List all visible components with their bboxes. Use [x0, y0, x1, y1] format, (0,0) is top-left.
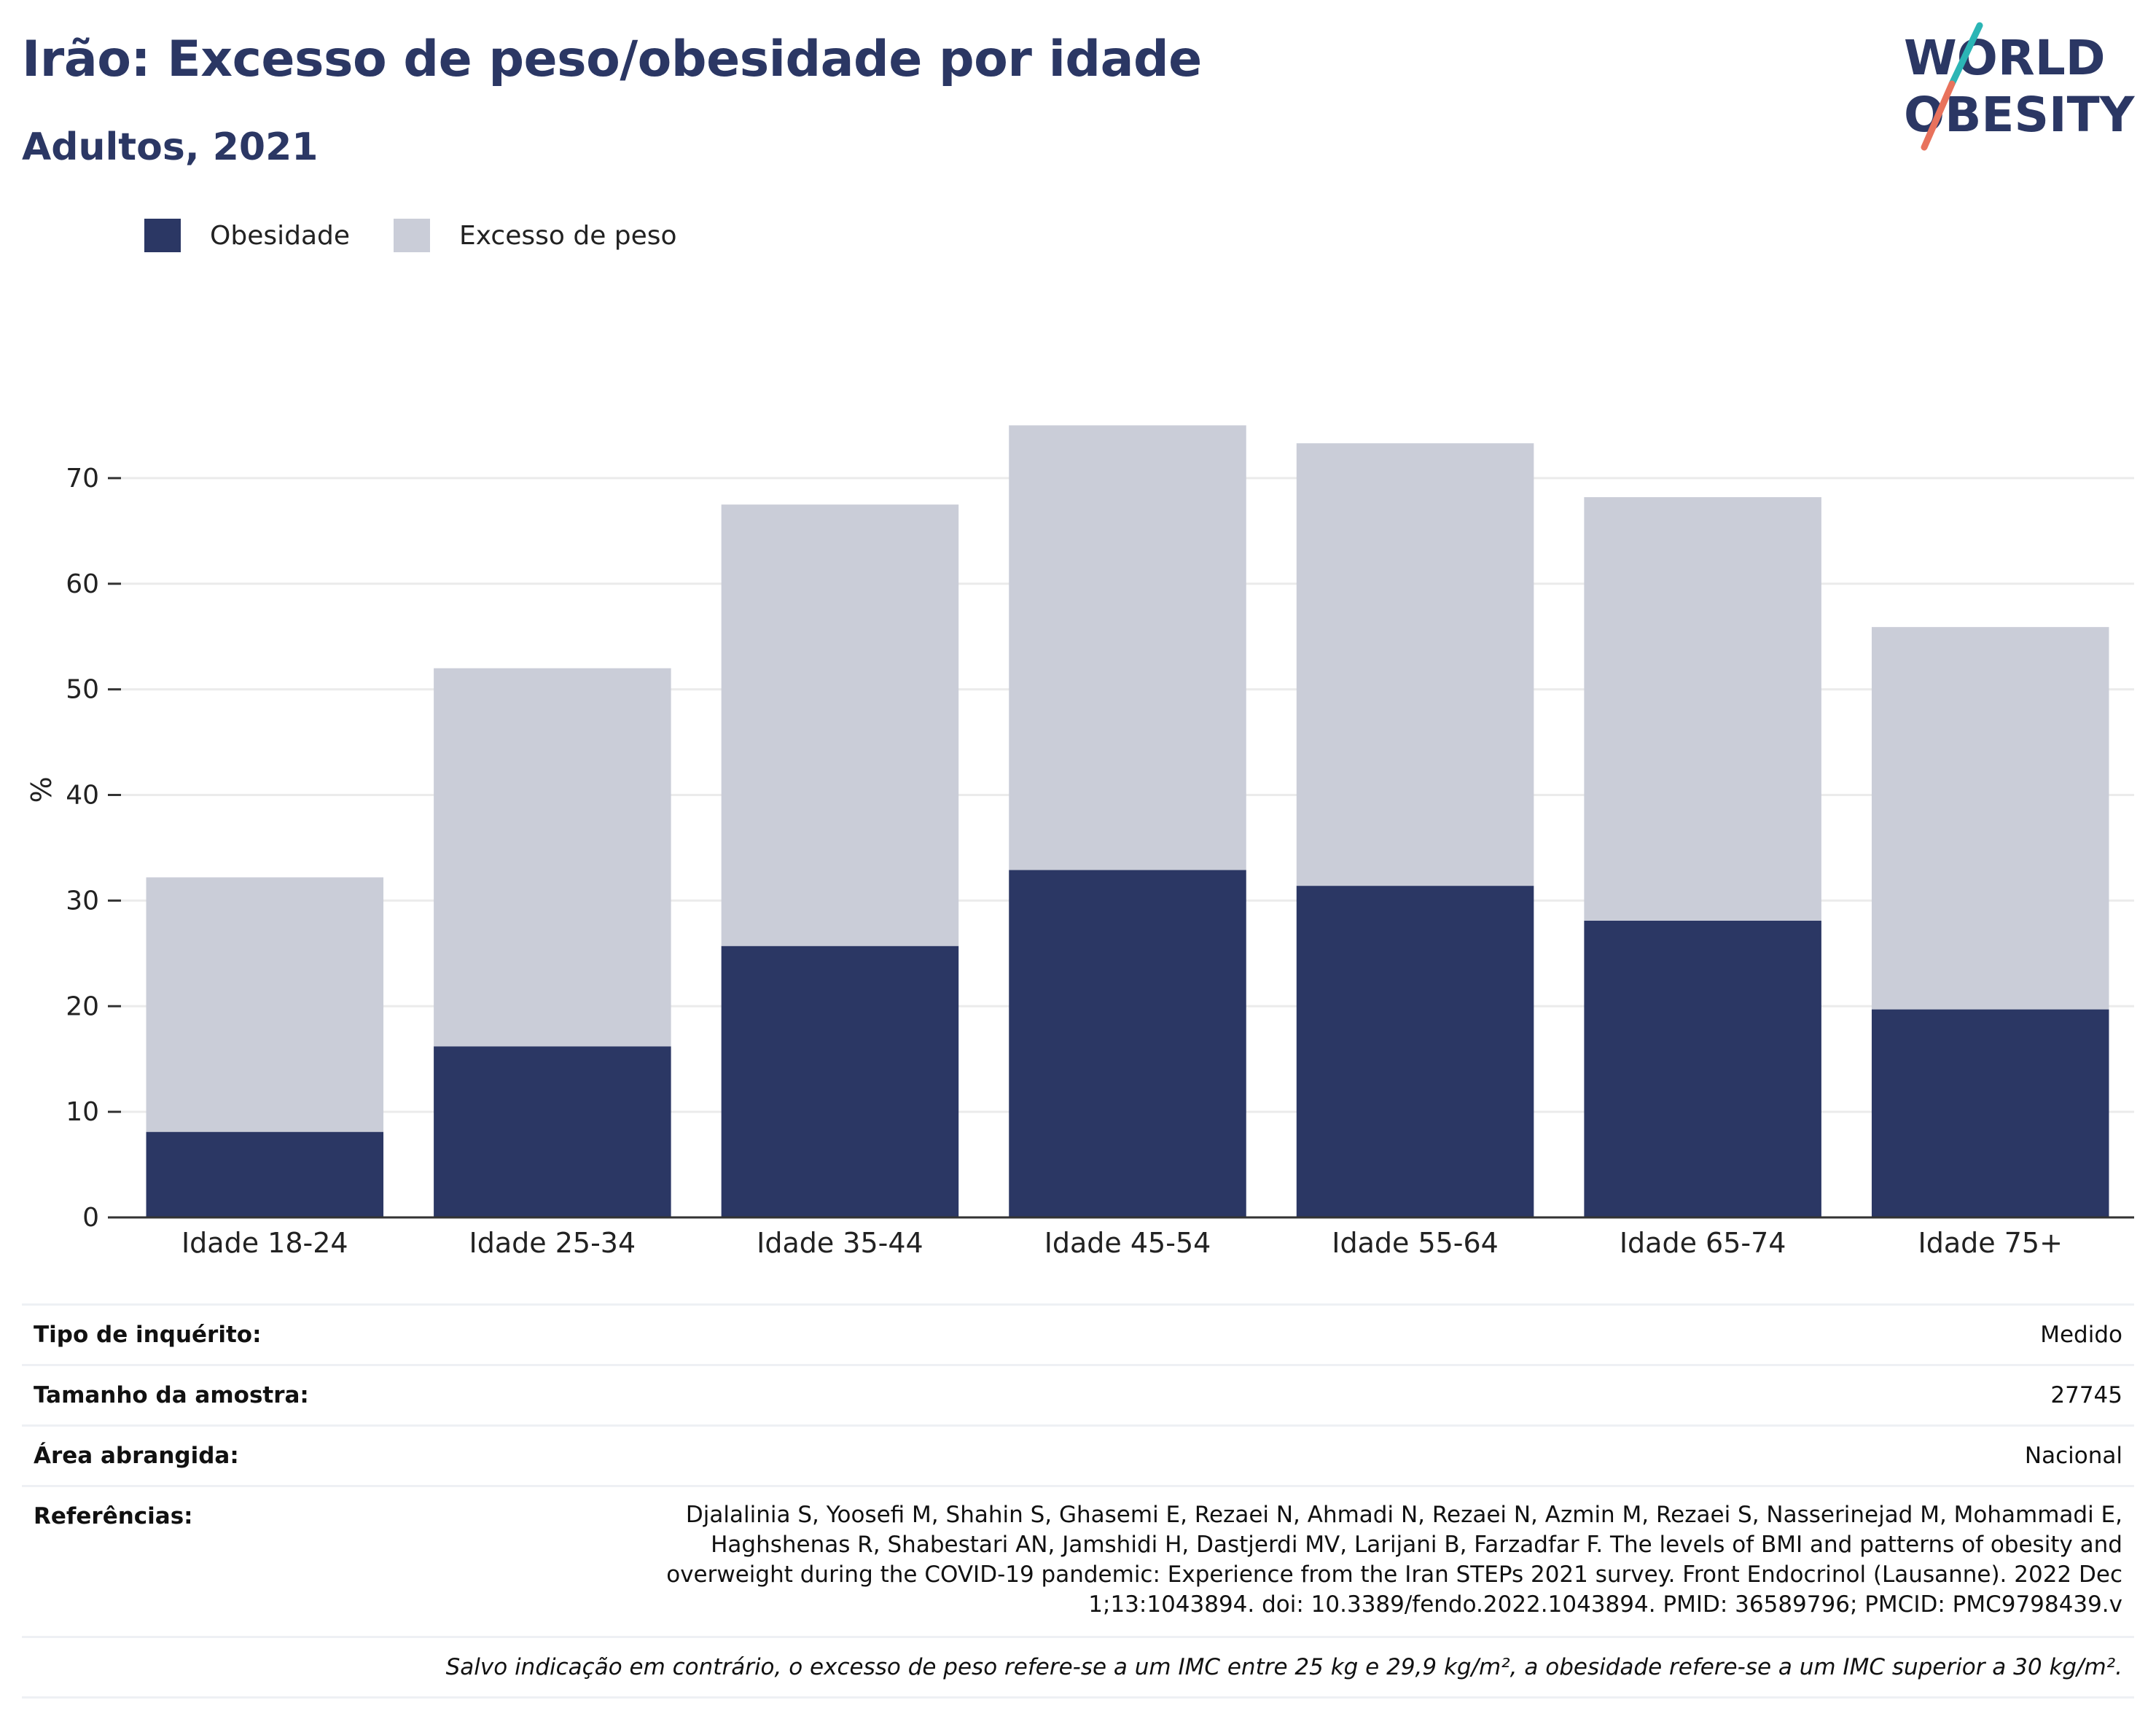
chart-legend: Obesidade Excesso de peso: [144, 219, 721, 252]
bar-obesity: [1009, 870, 1246, 1217]
world-obesity-logo: WORLD OBESITY: [1904, 22, 2136, 151]
y-tick-label: 50: [66, 675, 99, 705]
legend-item-overweight: Excesso de peso: [394, 219, 677, 252]
bar-overweight: [1296, 443, 1534, 886]
legend-swatch-overweight: [394, 219, 431, 252]
logo-slash-teal: [1948, 22, 1983, 87]
x-tick-label: Idade 55-64: [1332, 1227, 1499, 1259]
footnote: Salvo indicação em contrário, o excesso …: [445, 1654, 2122, 1680]
bar-overweight: [434, 668, 671, 1047]
y-tick-label: 10: [66, 1097, 99, 1127]
x-tick-label: Idade 65-74: [1620, 1227, 1786, 1259]
bar-overweight: [1584, 496, 1821, 921]
bar-obesity: [721, 946, 959, 1217]
survey-type-value: Medido: [2040, 1322, 2122, 1348]
references-value: Djalalinia S, Yoosefi M, Shahin S, Ghase…: [666, 1502, 2122, 1618]
legend-swatch-obesity: [144, 219, 181, 252]
bar-obesity: [1584, 920, 1821, 1217]
bar-obesity: [1296, 886, 1534, 1217]
bar-overweight: [721, 504, 959, 946]
info-row-coverage: Área abrangida: Nacional: [22, 1424, 2134, 1485]
references-label: Referências:: [34, 1503, 193, 1529]
x-tick-label: Idade 45-54: [1044, 1227, 1211, 1259]
info-row-survey-type: Tipo de inquérito: Medido: [22, 1303, 2134, 1364]
y-tick-label: 30: [66, 886, 99, 916]
x-tick-label: Idade 75+: [1918, 1227, 2063, 1259]
survey-type-label: Tipo de inquérito:: [34, 1322, 262, 1348]
legend-label-overweight: Excesso de peso: [459, 220, 677, 251]
bar-obesity: [1871, 1009, 2109, 1217]
survey-info-table: Tipo de inquérito: Medido Tamanho da amo…: [22, 1303, 2134, 1699]
logo-line1: WORLD: [1904, 30, 2106, 86]
x-tick-label: Idade 25-34: [469, 1227, 636, 1259]
y-axis-label: %: [26, 776, 58, 803]
legend-label-obesity: Obesidade: [210, 220, 351, 251]
bar-overweight: [1871, 627, 2109, 1010]
bar-obesity: [434, 1046, 671, 1217]
info-row-sample-size: Tamanho da amostra: 27745: [22, 1364, 2134, 1424]
bar-overweight: [1009, 425, 1246, 870]
legend-item-obesity: Obesidade: [144, 219, 350, 252]
bar-obesity: [146, 1131, 384, 1217]
y-tick-label: 70: [66, 464, 99, 494]
page-subtitle: Adultos, 2021: [22, 125, 319, 169]
table-bottom-border: [22, 1696, 2134, 1699]
info-row-references: Referências: Djalalinia S, Yoosefi M, Sh…: [22, 1485, 2134, 1636]
page-title: Irão: Excesso de peso/obesidade por idad…: [22, 31, 1202, 88]
sample-size-value: 27745: [2050, 1382, 2122, 1408]
sample-size-label: Tamanho da amostra:: [34, 1382, 309, 1408]
info-row-footnote: Salvo indicação em contrário, o excesso …: [22, 1636, 2134, 1696]
y-tick-label: 40: [66, 781, 99, 811]
x-tick-label: Idade 18-24: [181, 1227, 348, 1259]
coverage-label: Área abrangida:: [34, 1443, 239, 1469]
logo-line2: OBESITY: [1904, 87, 2136, 143]
y-tick-label: 0: [82, 1203, 99, 1233]
x-tick-label: Idade 35-44: [757, 1227, 923, 1259]
logo-slash-coral: [1921, 80, 1956, 151]
y-tick-label: 60: [66, 569, 99, 599]
y-tick-label: 20: [66, 991, 99, 1021]
coverage-value: Nacional: [2024, 1443, 2122, 1469]
stacked-bar-chart: 0 10 20 30 40 50 60 70% Idade 18-24 Idade 25-34 Id…: [26, 425, 2134, 1259]
bar-overweight: [146, 877, 384, 1132]
